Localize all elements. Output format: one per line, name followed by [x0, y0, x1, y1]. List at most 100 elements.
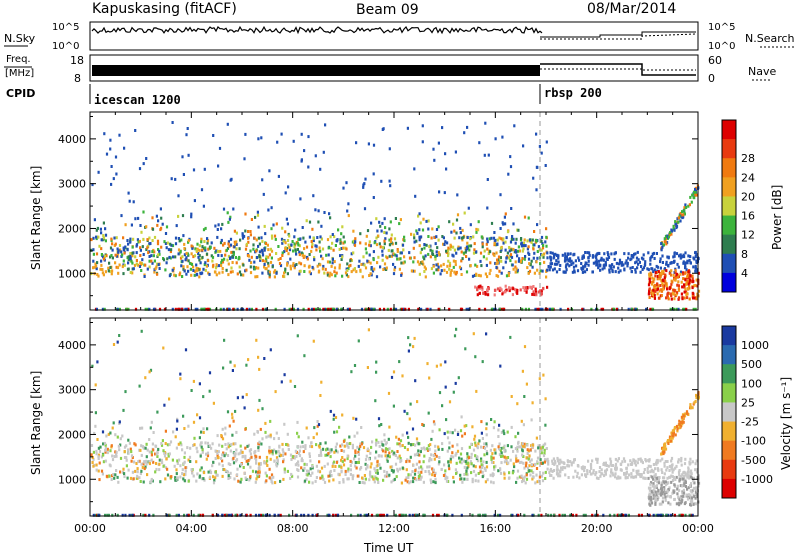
echo-cell-near [658, 274, 661, 278]
echo-cell-late [556, 456, 559, 460]
echo-cell [470, 442, 473, 446]
echo-cell [190, 273, 193, 277]
echo-cell [217, 456, 220, 460]
echo-cell [275, 464, 278, 468]
echo-cell [331, 241, 334, 245]
echo-cell [428, 457, 431, 460]
echo-cell-late [657, 467, 660, 471]
echo-cell [224, 426, 227, 430]
echo-cell [164, 429, 167, 433]
echo-cell [503, 476, 506, 480]
echo-cell-baseline [196, 307, 199, 311]
echo-cell [358, 259, 361, 263]
echo-cell [167, 452, 170, 456]
echo-cell [421, 228, 425, 232]
echo-cell [496, 274, 500, 278]
echo-cell-low [539, 289, 542, 293]
echo-cell [474, 465, 477, 469]
echo-cell-late [595, 258, 598, 262]
echo-cell [242, 466, 245, 469]
echo-cell [217, 450, 220, 454]
echo-cell-near [676, 291, 679, 295]
echo-cell-near [658, 272, 661, 276]
echo-cell [303, 264, 306, 268]
echo-cell-near [695, 297, 698, 301]
echo-cell [463, 459, 466, 463]
echo-cell [303, 247, 306, 251]
echo-cell-late [652, 251, 656, 255]
echo-cell [527, 257, 531, 261]
echo-cell [100, 263, 103, 267]
echo-cell [227, 242, 230, 246]
echo-cell-baseline [400, 307, 403, 311]
echo-cell [331, 464, 334, 468]
echo-cell-late [694, 264, 697, 268]
echo-cell [223, 468, 226, 472]
echo-cell [389, 465, 392, 469]
echo-cell-baseline [640, 513, 643, 517]
echo-cell [295, 454, 298, 458]
echo-cell [500, 455, 503, 458]
echo-cell [400, 251, 403, 255]
echo-cell [182, 477, 185, 481]
echo-cell [142, 462, 145, 466]
echo-cell [447, 252, 450, 256]
echo-cell [250, 261, 253, 265]
echo-cell-sparse [124, 390, 127, 394]
echo-cell [392, 252, 395, 256]
echo-cell-sparse [245, 363, 248, 367]
echo-cell-sparse [472, 332, 475, 336]
echo-cell [267, 271, 270, 275]
echo-cell [265, 474, 268, 478]
echo-cell-baseline [312, 307, 315, 311]
echo-cell [412, 463, 415, 467]
echo-cell [200, 477, 203, 481]
echo-cell [117, 250, 120, 254]
echo-cell-baseline [225, 513, 228, 517]
echo-cell-sparse [231, 416, 234, 420]
echo-cell [423, 246, 426, 250]
echo-cell [443, 268, 446, 272]
echo-cell-near [654, 502, 657, 506]
echo-cell [420, 235, 423, 239]
echo-cell [460, 236, 464, 240]
echo-cell [363, 481, 366, 485]
echo-cell-sparse [109, 138, 112, 142]
echo-cell [377, 234, 380, 238]
echo-cell [221, 222, 224, 226]
echo-cell-near [691, 277, 694, 281]
echo-cell-baseline [311, 513, 314, 517]
echo-cell [297, 435, 300, 439]
echo-cell-late [587, 256, 590, 260]
echo-cell-near [683, 482, 686, 486]
echo-cell-low [535, 290, 538, 294]
echo-cell-low [537, 290, 540, 294]
echo-cell-sparse [334, 416, 338, 419]
echo-cell [393, 237, 397, 241]
echo-cell [415, 462, 418, 466]
echo-cell-baseline [128, 513, 131, 517]
echo-cell [118, 244, 122, 247]
echo-cell [195, 479, 198, 483]
echo-cell-sparse [323, 211, 326, 214]
echo-cell-late [551, 462, 554, 465]
echo-cell [347, 467, 350, 471]
echo-cell-sparse [261, 178, 264, 182]
echo-cell [422, 460, 425, 464]
echo-cell [218, 462, 221, 466]
echo-cell [313, 258, 316, 262]
echo-cell-late [650, 468, 653, 472]
echo-cell [362, 255, 365, 259]
echo-cell-sparse [352, 416, 355, 420]
echo-cell [281, 448, 284, 452]
echo-cell [386, 454, 389, 458]
echo-cell-late [651, 252, 654, 256]
echo-cell [246, 462, 250, 466]
echo-cell-baseline [101, 307, 104, 311]
colorbar-tick-label: -500 [741, 454, 766, 467]
echo-cell-baseline [111, 513, 114, 517]
echo-cell [351, 477, 354, 481]
echo-cell [445, 479, 449, 483]
echo-cell-sparse [103, 132, 106, 136]
